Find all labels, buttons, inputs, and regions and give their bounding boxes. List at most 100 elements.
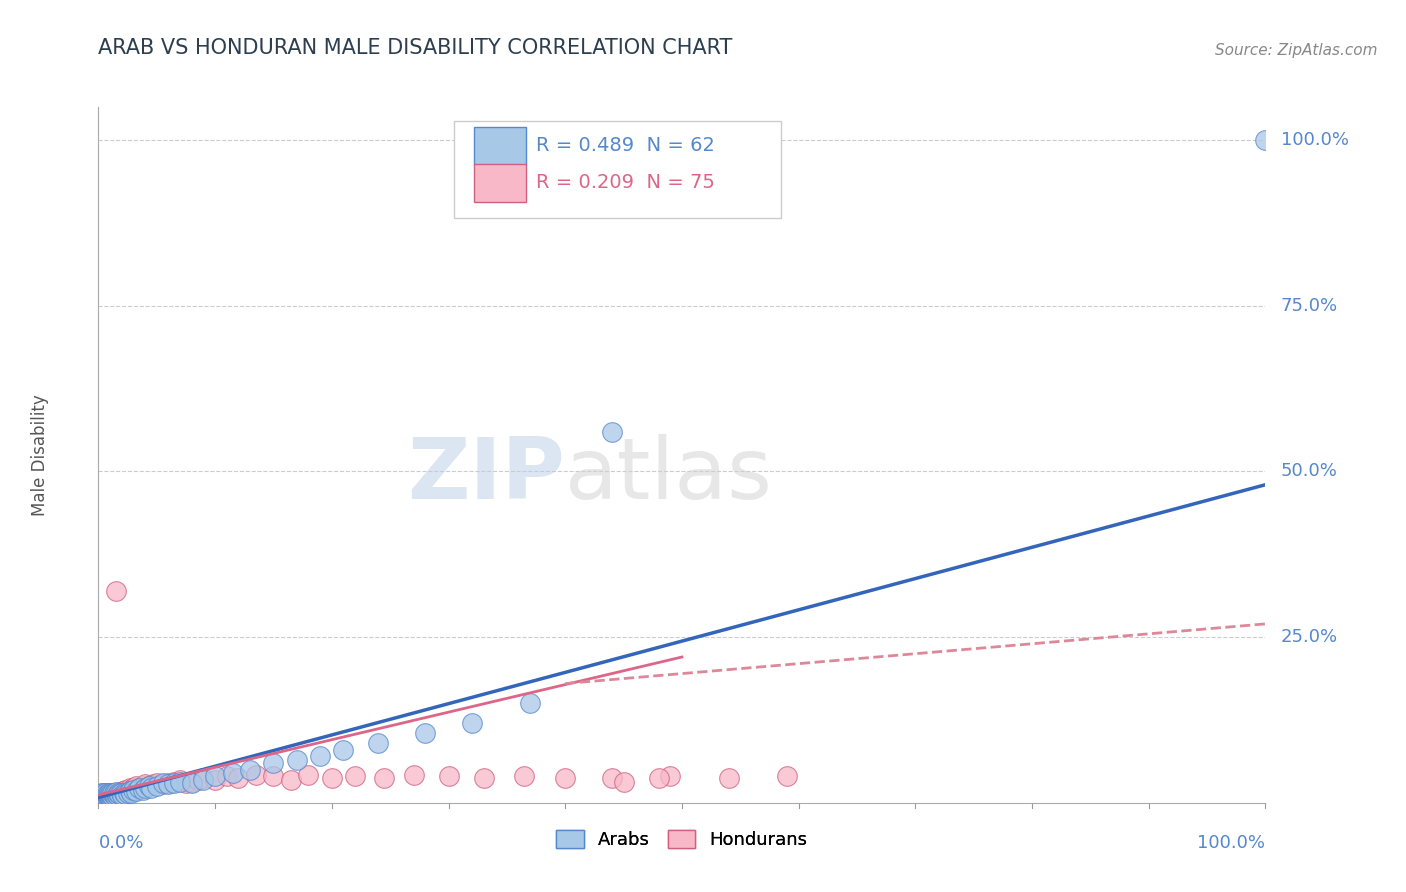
Point — [110, 786, 132, 800]
Point — [600, 425, 623, 439]
Point — [101, 786, 124, 800]
Point — [204, 772, 226, 787]
Point — [107, 787, 129, 801]
Point — [125, 784, 148, 798]
Point — [120, 782, 142, 797]
Text: atlas: atlas — [565, 434, 773, 517]
Point — [111, 787, 134, 801]
Point — [103, 787, 125, 801]
FancyBboxPatch shape — [474, 128, 526, 165]
Point — [128, 781, 150, 796]
Point — [100, 788, 122, 802]
Point — [117, 786, 139, 800]
Point — [91, 788, 114, 802]
Text: 0.0%: 0.0% — [98, 834, 143, 852]
Point — [128, 781, 150, 796]
Point — [108, 787, 131, 801]
Point — [309, 749, 332, 764]
Point — [111, 784, 134, 798]
Point — [96, 787, 118, 801]
Point — [152, 776, 174, 790]
Point — [90, 788, 112, 802]
Point — [344, 769, 367, 783]
Point — [90, 786, 112, 800]
Point — [91, 787, 114, 801]
Point — [659, 769, 682, 783]
Point — [157, 777, 180, 791]
Point — [118, 781, 141, 796]
FancyBboxPatch shape — [474, 164, 526, 202]
Point — [152, 777, 174, 791]
Point — [111, 788, 134, 802]
Point — [239, 763, 262, 777]
Text: Source: ZipAtlas.com: Source: ZipAtlas.com — [1215, 43, 1378, 58]
Point — [98, 789, 121, 804]
Point — [180, 774, 202, 789]
Point — [97, 789, 120, 804]
Text: 100.0%: 100.0% — [1281, 131, 1348, 149]
Text: 25.0%: 25.0% — [1281, 628, 1337, 646]
Point — [101, 788, 124, 802]
Point — [104, 583, 127, 598]
Point — [163, 774, 186, 789]
Point — [157, 776, 180, 790]
Point — [554, 771, 576, 785]
Point — [169, 774, 191, 789]
Point — [600, 771, 623, 785]
Point — [94, 789, 117, 804]
Point — [204, 769, 226, 783]
Point — [90, 789, 112, 804]
Point — [122, 781, 145, 796]
Point — [97, 786, 120, 800]
Point — [134, 777, 156, 791]
Point — [101, 789, 124, 804]
Text: 100.0%: 100.0% — [1198, 834, 1265, 852]
Point — [93, 787, 115, 801]
Point — [112, 785, 135, 799]
Point — [169, 772, 191, 787]
Point — [104, 787, 127, 801]
Point — [215, 769, 238, 783]
Point — [138, 779, 160, 793]
Point — [262, 769, 284, 783]
Point — [91, 789, 114, 804]
Point — [105, 786, 128, 800]
Point — [103, 788, 125, 802]
Point — [103, 786, 125, 800]
Point — [90, 786, 112, 800]
Point — [163, 776, 186, 790]
Point — [132, 782, 155, 797]
Point — [96, 787, 118, 801]
Point — [114, 782, 136, 797]
Point — [332, 743, 354, 757]
Point — [117, 784, 139, 798]
Point — [93, 788, 115, 802]
Point — [367, 736, 389, 750]
Point — [94, 788, 117, 802]
Point — [97, 786, 120, 800]
Point — [96, 789, 118, 804]
Point — [90, 788, 112, 802]
Point — [89, 789, 111, 804]
Point — [104, 787, 127, 801]
Point — [89, 789, 111, 804]
Point — [97, 789, 120, 804]
Point — [437, 769, 460, 783]
Point — [262, 756, 284, 770]
Point — [101, 786, 124, 800]
Point — [519, 697, 541, 711]
Point — [97, 789, 120, 804]
Point — [461, 716, 484, 731]
Point — [513, 769, 536, 783]
Point — [612, 774, 634, 789]
Point — [94, 789, 117, 804]
Point — [96, 789, 118, 804]
Point — [193, 771, 215, 785]
Point — [139, 781, 162, 796]
Point — [114, 787, 136, 801]
Point — [93, 789, 115, 804]
Text: R = 0.489  N = 62: R = 0.489 N = 62 — [536, 136, 714, 155]
Point — [97, 788, 120, 802]
Point — [402, 768, 425, 782]
Text: R = 0.209  N = 75: R = 0.209 N = 75 — [536, 173, 714, 192]
